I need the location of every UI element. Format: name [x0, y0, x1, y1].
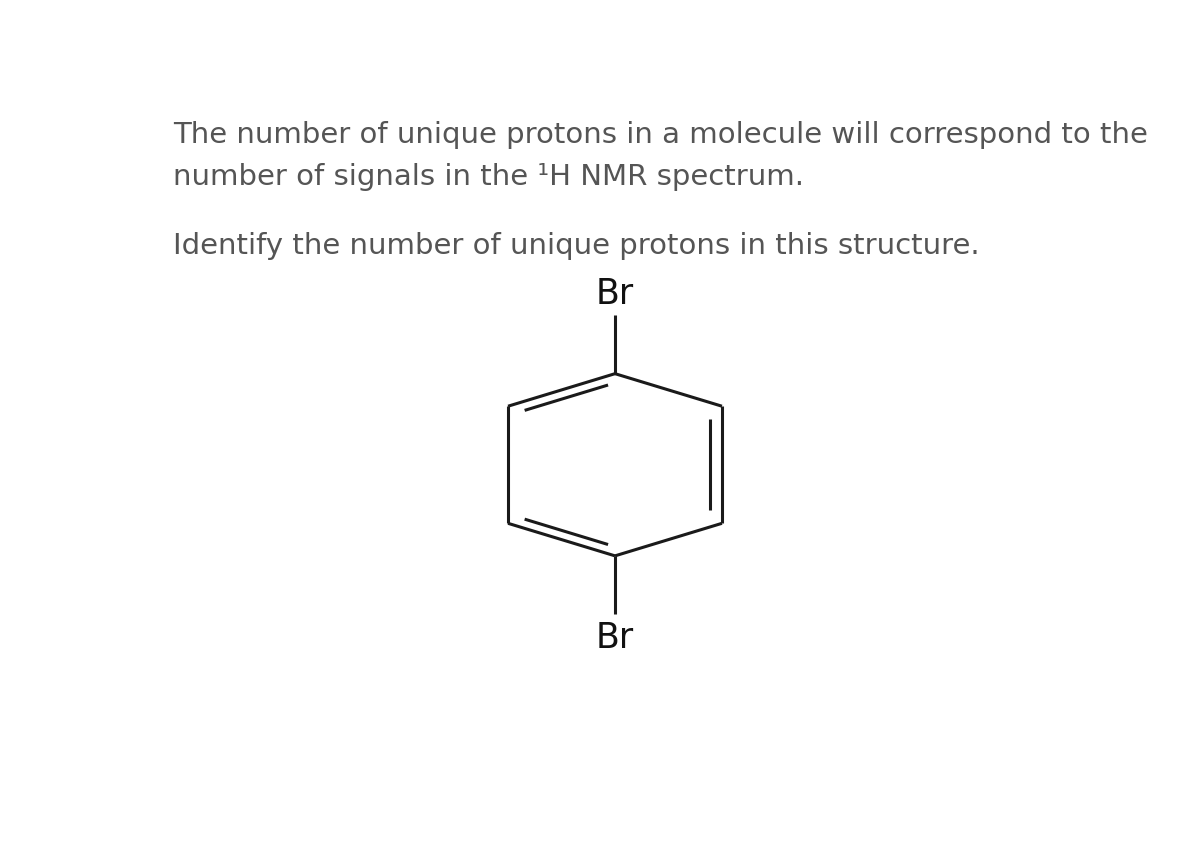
Text: The number of unique protons in a molecule will correspond to the: The number of unique protons in a molecu…: [173, 121, 1148, 149]
Text: number of signals in the ¹H NMR spectrum.: number of signals in the ¹H NMR spectrum…: [173, 163, 804, 191]
Text: Identify the number of unique protons in this structure.: Identify the number of unique protons in…: [173, 231, 980, 259]
Text: Br: Br: [596, 619, 634, 654]
Text: Br: Br: [596, 277, 634, 311]
